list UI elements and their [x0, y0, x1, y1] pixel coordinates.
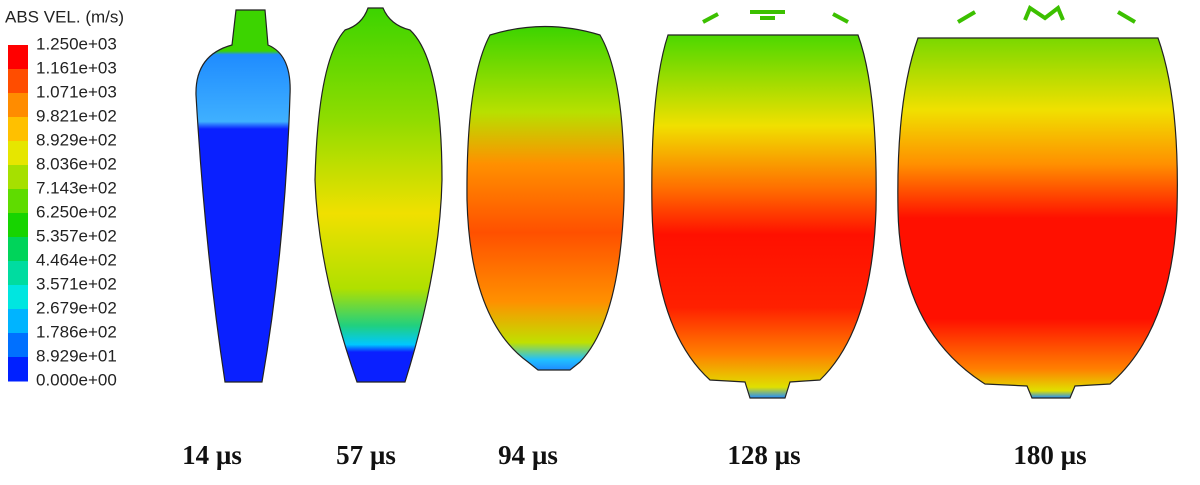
legend-swatch [8, 69, 28, 94]
legend-label: 1.161e+03 [36, 58, 117, 77]
fragment [702, 10, 849, 24]
legend-label: 8.036e+02 [36, 154, 117, 173]
legend: ABS VEL. (m/s) 1.250e+03 1.161e+03 1.071e+… [5, 7, 124, 389]
legend-swatch [8, 189, 28, 214]
legend-label: 8.929e+01 [36, 346, 117, 365]
legend-label: 4.464e+02 [36, 250, 117, 269]
frame-label: 94 µs [498, 440, 558, 470]
legend-title: ABS VEL. (m/s) [5, 7, 124, 26]
legend-swatch [8, 309, 28, 334]
projectile-180us [897, 37, 1178, 399]
legend-swatch [8, 285, 28, 310]
legend-label: 7.143e+02 [36, 178, 117, 197]
fragment [956, 4, 1137, 24]
legend-swatch [8, 141, 28, 166]
frame-label: 57 µs [336, 440, 396, 470]
legend-swatch [8, 45, 28, 70]
projectile-14us [195, 9, 291, 383]
legend-label: 1.250e+03 [36, 34, 117, 53]
legend-swatch [8, 261, 28, 286]
legend-label: 8.929e+02 [36, 130, 117, 149]
legend-swatch [8, 93, 28, 118]
legend-swatch [8, 117, 28, 142]
frame-labels: 14 µs 57 µs 94 µs 128 µs 180 µs [182, 440, 1087, 470]
legend-swatch [8, 237, 28, 262]
legend-label: 6.250e+02 [36, 202, 117, 221]
projectile-94us [466, 25, 625, 371]
projectiles [195, 4, 1178, 399]
legend-swatch [8, 333, 28, 358]
legend-label: 5.357e+02 [36, 226, 117, 245]
legend-label: 2.679e+02 [36, 298, 117, 317]
frame-label: 128 µs [727, 440, 800, 470]
frame-label: 180 µs [1013, 440, 1086, 470]
fragments [702, 4, 1137, 24]
legend-label: 3.571e+02 [36, 274, 117, 293]
projectile-128us [651, 34, 877, 399]
legend-swatch [8, 213, 28, 238]
legend-label: 1.071e+03 [36, 82, 117, 101]
frame-label: 14 µs [182, 440, 242, 470]
projectile-57us [314, 7, 443, 383]
legend-swatch [8, 165, 28, 190]
legend-label: 0.000e+00 [36, 370, 117, 389]
legend-swatch [8, 357, 28, 382]
legend-label: 9.821e+02 [36, 106, 117, 125]
legend-label: 1.786e+02 [36, 322, 117, 341]
